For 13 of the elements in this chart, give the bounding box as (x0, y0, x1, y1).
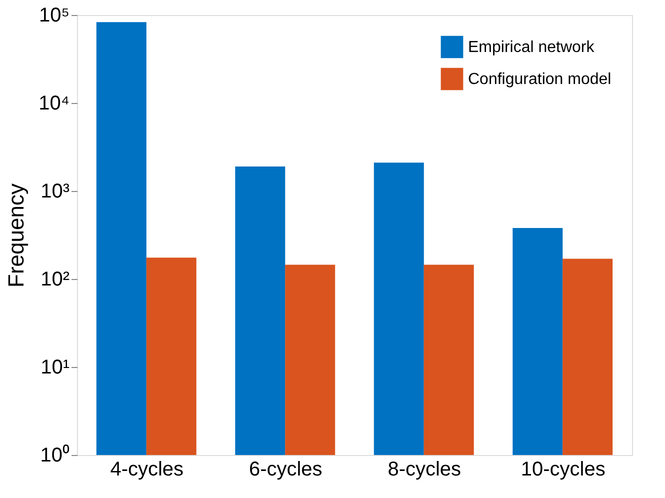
x-tick-label: 6-cycles (248, 458, 322, 480)
y-tick-label: 10⁵ (38, 4, 70, 26)
legend-label: Configuration model (468, 71, 612, 88)
y-axis-title: Frequency (4, 184, 29, 288)
y-tick-label: 10⁰ (40, 444, 70, 466)
y-tick-label: 10² (40, 268, 70, 290)
y-tick-label: 10³ (40, 180, 70, 202)
x-tick-label: 10-cycles (520, 458, 606, 480)
y-tick-label: 10¹ (40, 356, 70, 378)
x-tick-label: 8-cycles (388, 458, 462, 480)
y-tick-label: 10⁴ (38, 92, 70, 114)
legend-label: Empirical network (468, 39, 596, 56)
x-tick-label: 4-cycles (110, 458, 184, 480)
